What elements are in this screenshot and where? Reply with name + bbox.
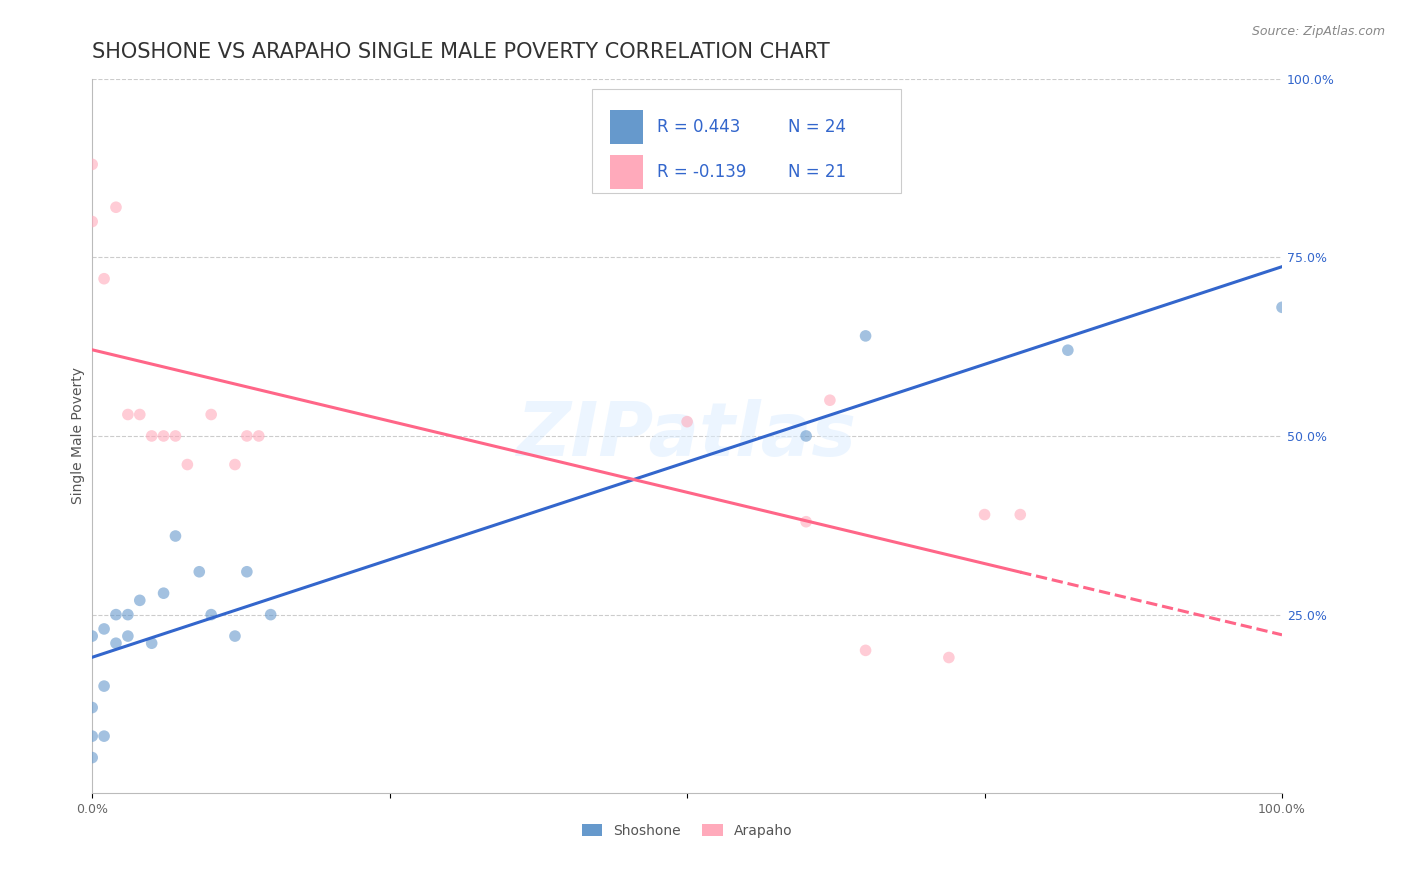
Text: R = -0.139: R = -0.139	[658, 163, 747, 181]
Point	[117, 629, 139, 643]
Point	[152, 586, 174, 600]
FancyBboxPatch shape	[592, 89, 901, 193]
Point	[855, 329, 877, 343]
Point	[93, 622, 115, 636]
Point	[82, 157, 104, 171]
Point	[117, 607, 139, 622]
Point	[794, 515, 817, 529]
Point	[104, 200, 127, 214]
Point	[152, 429, 174, 443]
Bar	[610, 110, 643, 144]
Point	[1010, 508, 1032, 522]
Point	[236, 429, 259, 443]
Point	[128, 408, 150, 422]
Point	[236, 565, 259, 579]
Point	[82, 729, 104, 743]
Point	[938, 650, 960, 665]
Point	[794, 429, 817, 443]
Text: SHOSHONE VS ARAPAHO SINGLE MALE POVERTY CORRELATION CHART: SHOSHONE VS ARAPAHO SINGLE MALE POVERTY …	[93, 42, 830, 62]
Point	[93, 271, 115, 285]
Point	[1056, 343, 1078, 358]
Point	[93, 679, 115, 693]
Text: ZIPatlas: ZIPatlas	[517, 400, 858, 473]
Text: Source: ZipAtlas.com: Source: ZipAtlas.com	[1251, 25, 1385, 38]
Point	[117, 408, 139, 422]
Point	[82, 750, 104, 764]
Point	[973, 508, 995, 522]
Point	[224, 458, 246, 472]
Point	[141, 636, 163, 650]
Legend: Shoshone, Arapaho: Shoshone, Arapaho	[576, 819, 799, 844]
Point	[82, 214, 104, 228]
Point	[104, 636, 127, 650]
Text: R = 0.443: R = 0.443	[658, 118, 741, 136]
Point	[176, 458, 198, 472]
Text: N = 21: N = 21	[789, 163, 846, 181]
Point	[82, 700, 104, 714]
Point	[104, 607, 127, 622]
Point	[200, 408, 222, 422]
Point	[260, 607, 283, 622]
Point	[1271, 301, 1294, 315]
Point	[141, 429, 163, 443]
Point	[165, 429, 187, 443]
Text: N = 24: N = 24	[789, 118, 846, 136]
Point	[188, 565, 211, 579]
Point	[128, 593, 150, 607]
Point	[818, 393, 841, 408]
Point	[224, 629, 246, 643]
Point	[165, 529, 187, 543]
Point	[200, 607, 222, 622]
Y-axis label: Single Male Poverty: Single Male Poverty	[72, 368, 86, 505]
Point	[855, 643, 877, 657]
Point	[93, 729, 115, 743]
Bar	[610, 155, 643, 189]
Point	[82, 629, 104, 643]
Point	[676, 415, 699, 429]
Point	[247, 429, 270, 443]
